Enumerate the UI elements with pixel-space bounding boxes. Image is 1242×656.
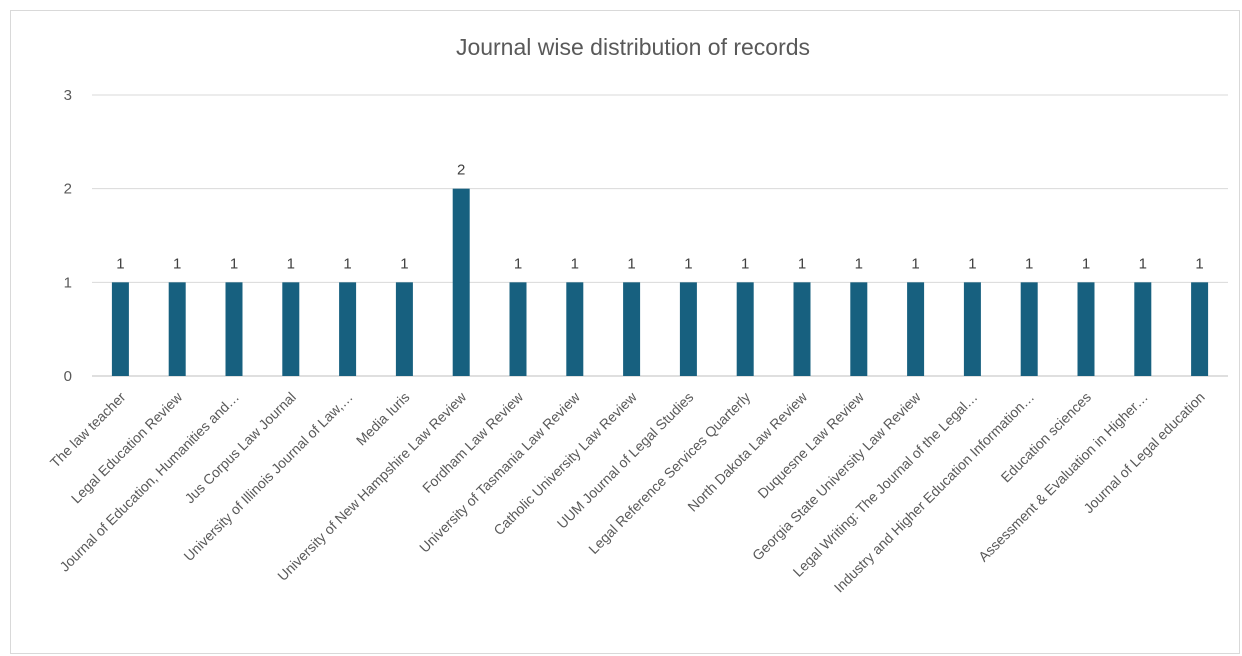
bar <box>963 282 981 376</box>
x-tick-label: Fordham Law Review <box>419 388 527 496</box>
bar <box>339 282 357 376</box>
bar <box>1134 282 1152 376</box>
data-label: 1 <box>230 255 238 272</box>
bar <box>395 282 413 376</box>
data-label: 1 <box>627 255 635 272</box>
bar <box>1077 282 1095 376</box>
x-tick-label: Media Iuris <box>353 389 413 449</box>
y-tick-label: 2 <box>64 181 72 198</box>
bar <box>1020 282 1038 376</box>
data-label: 1 <box>571 255 579 272</box>
x-tick-label: Jus Corpus Law Journal <box>181 389 299 507</box>
y-axis-ticks: 0 1 2 3 <box>64 87 72 385</box>
data-label: 1 <box>400 255 408 272</box>
x-tick-label: Journal of Legal education <box>1080 389 1207 516</box>
bar <box>623 282 641 376</box>
bar <box>907 282 925 376</box>
bar <box>282 282 300 376</box>
data-label: 1 <box>741 255 749 272</box>
data-label: 1 <box>1195 255 1203 272</box>
data-label: 1 <box>911 255 919 272</box>
bar <box>509 282 527 376</box>
bar <box>225 282 243 376</box>
bar <box>566 282 584 376</box>
bar <box>1191 282 1209 376</box>
bar <box>168 282 186 376</box>
data-label: 1 <box>1139 255 1147 272</box>
bar <box>793 282 811 376</box>
data-label: 1 <box>287 255 295 272</box>
y-tick-label: 0 <box>64 368 72 385</box>
data-label: 1 <box>343 255 351 272</box>
bar <box>111 282 129 376</box>
x-tick-label: Duquesne Law Review <box>754 388 867 501</box>
data-label: 1 <box>173 255 181 272</box>
data-label: 2 <box>457 162 465 179</box>
x-tick-label: Legal Education Review <box>68 388 186 506</box>
y-tick-label: 1 <box>64 274 72 291</box>
bar <box>452 188 470 376</box>
data-label: 1 <box>684 255 692 272</box>
data-labels: 1 1 1 1 1 1 2 1 1 1 1 1 1 1 1 1 1 1 1 1 <box>116 162 1204 273</box>
gridlines <box>92 94 1228 377</box>
bar <box>850 282 868 376</box>
x-tick-label: Industry and Higher Education Informatio… <box>831 389 1038 596</box>
data-label: 1 <box>1025 255 1033 272</box>
bars <box>111 188 1209 376</box>
data-label: 1 <box>116 255 124 272</box>
data-label: 1 <box>1082 255 1090 272</box>
data-label: 1 <box>855 255 863 272</box>
chart-title: Journal wise distribution of records <box>456 34 810 60</box>
data-label: 1 <box>798 255 806 272</box>
bar <box>679 282 697 376</box>
bar <box>736 282 754 376</box>
data-label: 1 <box>514 255 522 272</box>
data-label: 1 <box>968 255 976 272</box>
y-tick-label: 3 <box>64 87 72 104</box>
